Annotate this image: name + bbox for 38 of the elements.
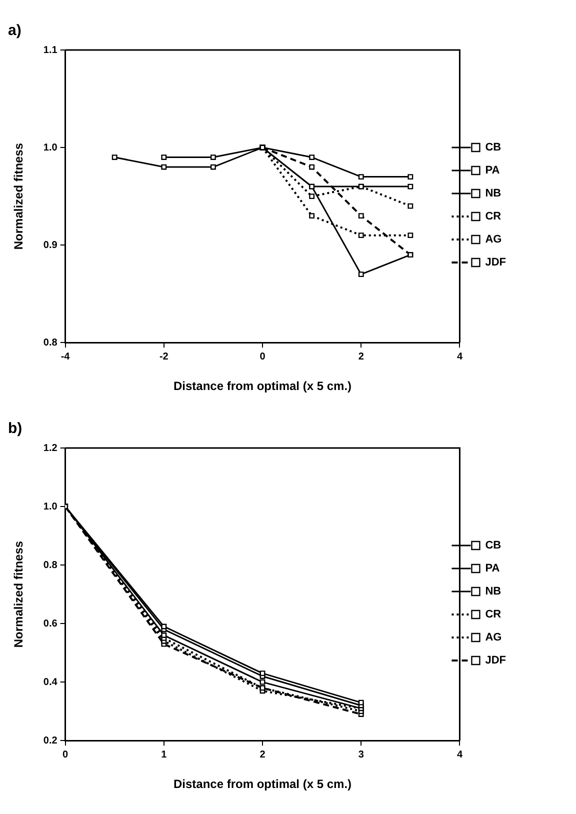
legend-label: NB — [485, 188, 502, 200]
x-tick-label: 4 — [456, 351, 463, 362]
legend-label: PA — [485, 164, 500, 177]
legend-label: NB — [485, 586, 502, 598]
y-tick-label: 0.8 — [43, 560, 58, 571]
legend-label: AG — [485, 234, 502, 246]
y-tick-label: 0.8 — [43, 337, 58, 348]
y-tick-label: 0.4 — [43, 676, 58, 688]
x-tick-label: 2 — [260, 749, 266, 760]
y-tick-label: 1.2 — [43, 442, 58, 454]
legend-label: CR — [485, 210, 502, 223]
y-tick-label: 0.6 — [43, 618, 58, 630]
y-tick-label: 0.9 — [43, 240, 58, 251]
legend-label: PA — [485, 562, 500, 575]
y-tick-label: 0.2 — [43, 735, 58, 746]
legend-label: CR — [485, 608, 502, 621]
chart-title: b) — [8, 420, 22, 438]
x-tick-label: 1 — [161, 749, 168, 760]
x-tick-label: 4 — [456, 749, 463, 760]
y-axis-title: Normalized fitness — [12, 540, 26, 648]
x-tick-label: 2 — [358, 351, 364, 362]
x-axis-title: Distance from optimal (x 5 cm.) — [173, 379, 352, 394]
x-tick-label: -2 — [159, 351, 169, 362]
y-tick-label: 1.0 — [43, 142, 58, 154]
legend-label: JDF — [485, 654, 506, 667]
x-tick-label: 0 — [62, 749, 69, 760]
chart-title: a) — [8, 22, 22, 40]
x-tick-label: -4 — [60, 351, 70, 362]
y-axis-title: Normalized fitness — [12, 142, 26, 250]
y-tick-label: 1.1 — [43, 44, 58, 56]
x-tick-label: 3 — [358, 749, 364, 760]
legend-label: JDF — [485, 256, 506, 269]
legend-label: CB — [485, 142, 502, 154]
x-axis-title: Distance from optimal (x 5 cm.) — [173, 777, 352, 792]
y-tick-label: 1.0 — [43, 501, 58, 512]
legend-label: AG — [485, 632, 502, 644]
x-tick-label: 0 — [260, 351, 266, 362]
legend-label: CB — [485, 540, 502, 552]
